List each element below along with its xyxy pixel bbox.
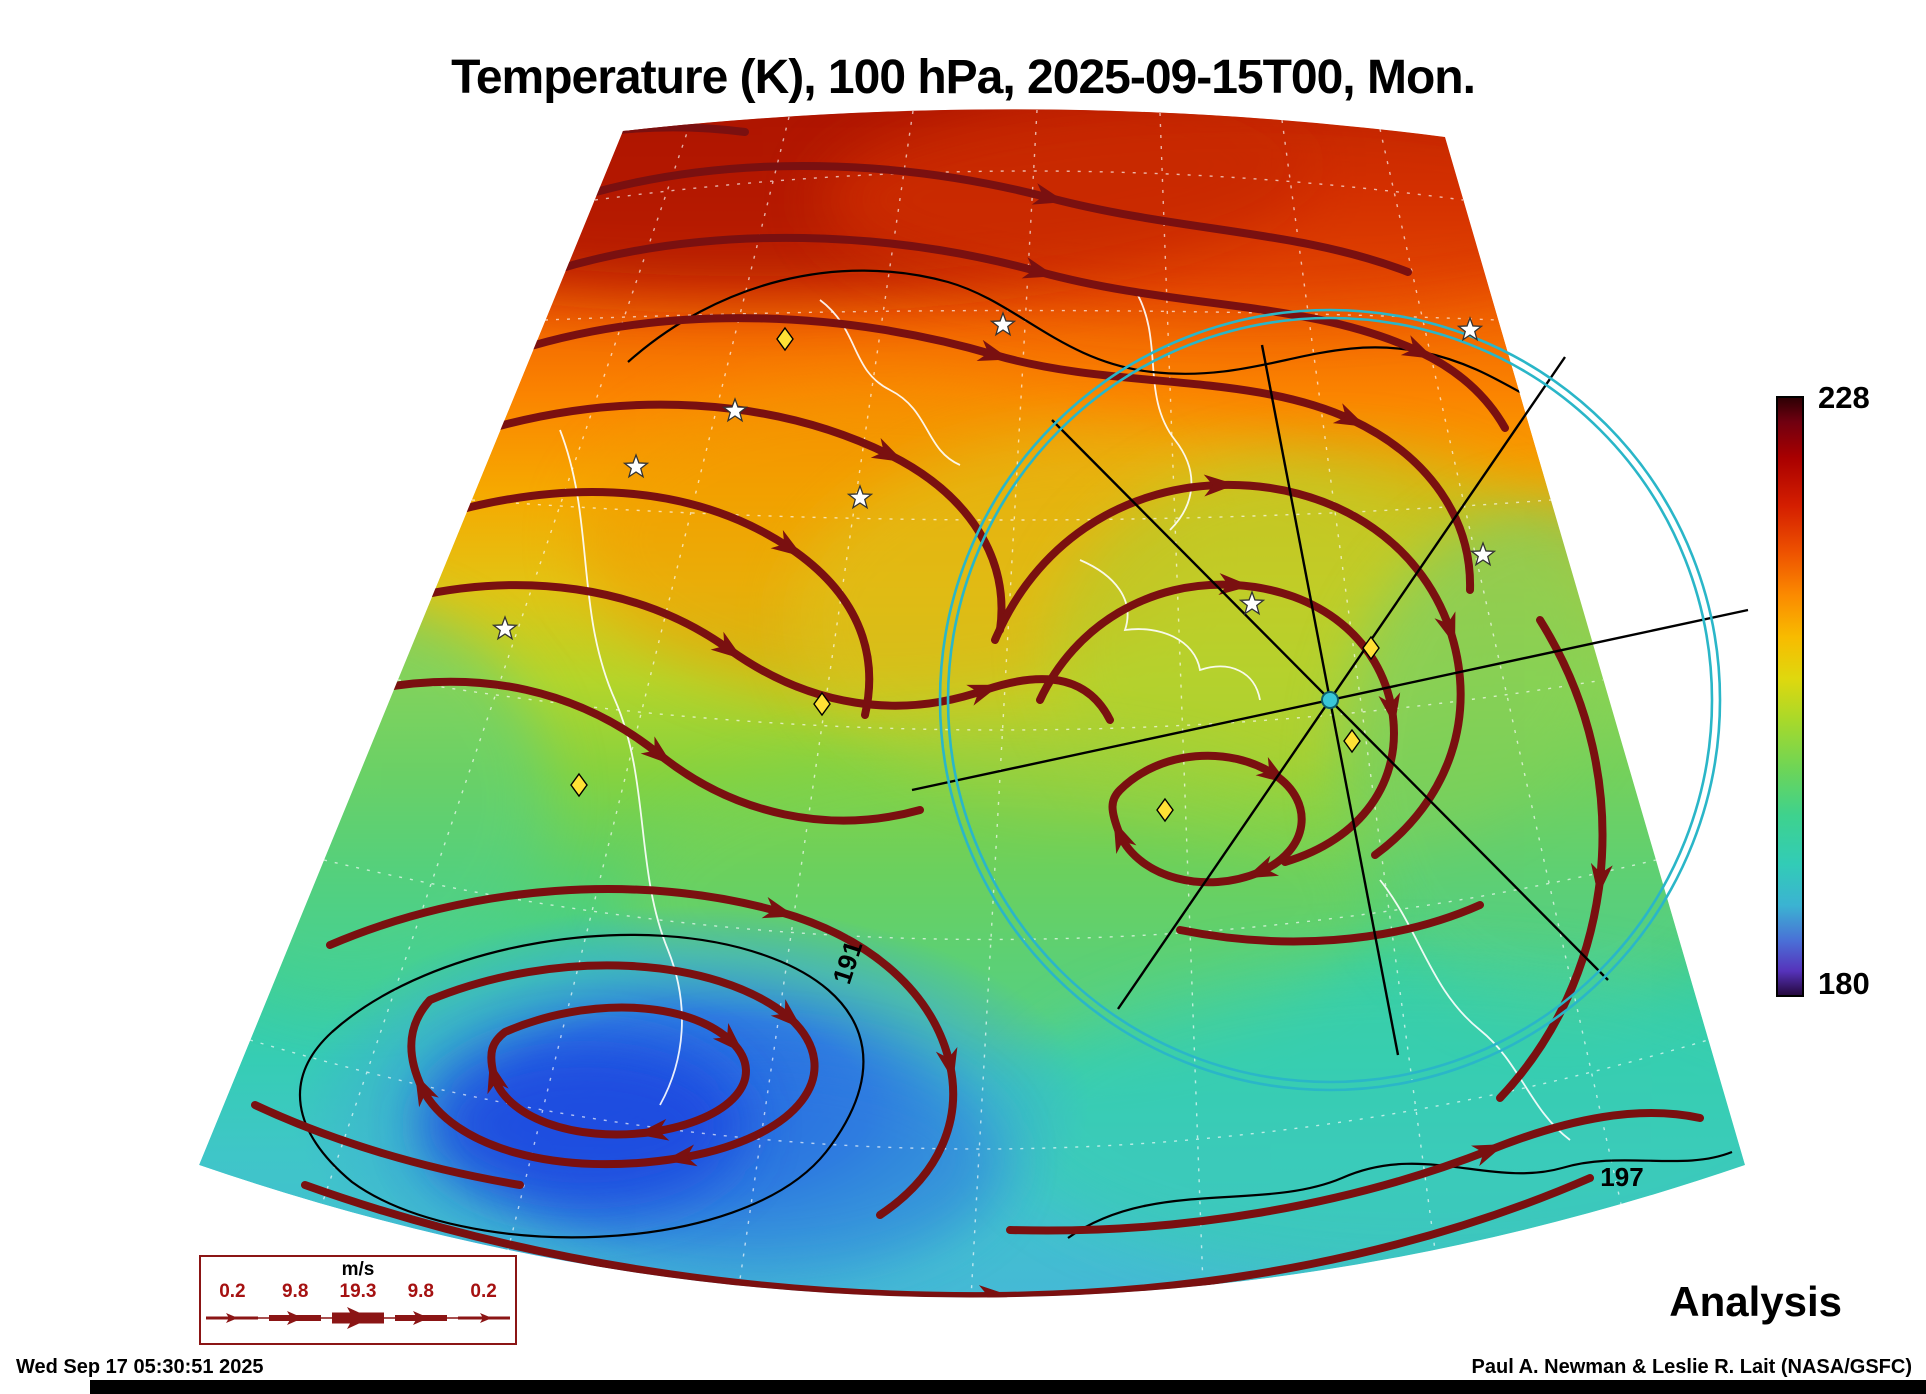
colorbar-max-label: 228 xyxy=(1818,380,1870,415)
contour-label-197: 197 xyxy=(1600,1162,1643,1192)
wind-value: 0.2 xyxy=(470,1281,497,1302)
wind-value: 0.2 xyxy=(219,1281,246,1302)
credit-text: Paul A. Newman & Leslie R. Lait (NASA/GS… xyxy=(1471,1356,1912,1378)
wind-value: 9.8 xyxy=(281,1281,309,1302)
wind-speed-legend: m/s 0.2 9.8 19.3 9.8 0.2 xyxy=(199,1255,517,1345)
wind-values-row: 0.2 9.8 19.3 9.8 0.2 xyxy=(201,1282,515,1301)
temperature-colorbar xyxy=(1776,396,1804,997)
range-circle xyxy=(938,308,1722,1092)
wind-unit-label: m/s xyxy=(341,1259,375,1280)
wind-arrow-scale xyxy=(206,1307,510,1329)
generation-timestamp: Wed Sep 17 05:30:51 2025 xyxy=(16,1356,264,1378)
station-center-dot xyxy=(1321,691,1339,709)
page-title: Temperature (K), 100 hPa, 2025-09-15T00,… xyxy=(451,51,1476,104)
analysis-label: Analysis xyxy=(1669,1278,1842,1325)
temperature-field xyxy=(199,109,1745,1298)
wind-value: 9.8 xyxy=(407,1281,434,1302)
bottom-black-bar xyxy=(90,1380,1926,1394)
wind-streamlines xyxy=(251,123,1712,1298)
wind-value: 19.3 xyxy=(339,1281,377,1302)
map-wedge: 191 xyxy=(199,109,1745,1298)
colorbar-min-label: 180 xyxy=(1818,966,1870,1001)
